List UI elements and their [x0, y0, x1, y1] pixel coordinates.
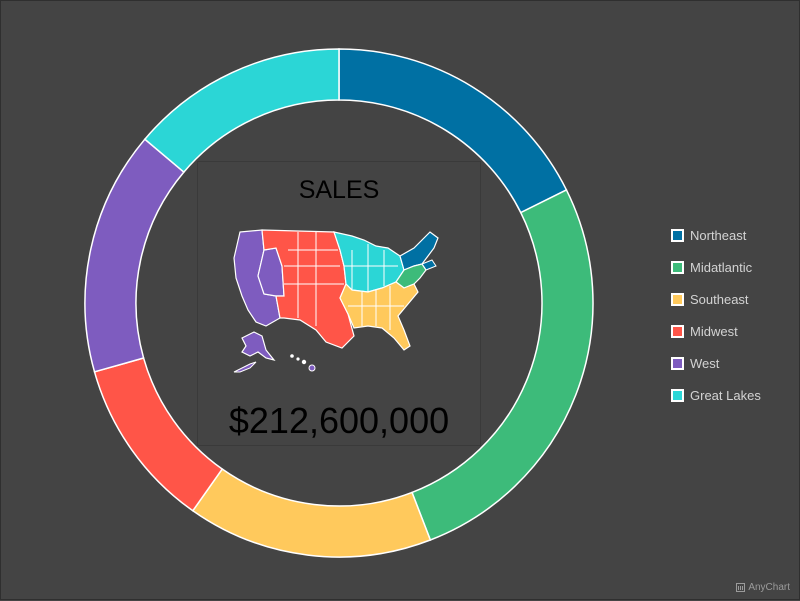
- legend-item-midwest[interactable]: Midwest: [671, 315, 791, 347]
- donut-slice-southeast[interactable]: [191, 467, 432, 558]
- map-hawaii-island-4: [308, 364, 316, 372]
- legend-label: West: [690, 355, 720, 371]
- legend-label: Midatlantic: [690, 259, 753, 275]
- map-hawaii-island-3: [301, 359, 307, 365]
- map-region-southeast-lines: [348, 286, 404, 330]
- map-hawaii-island-1: [290, 354, 294, 358]
- map-region-midwest-lines: [284, 232, 344, 326]
- legend-swatch: [671, 388, 684, 402]
- map-region-great-lakes-lines: [344, 244, 398, 292]
- legend-swatch: [671, 260, 684, 274]
- legend-label: Midwest: [690, 323, 738, 339]
- center-title: SALES: [298, 176, 380, 204]
- legend-swatch: [671, 228, 684, 242]
- legend: Northeast Midatlantic Southeast Midwest West…: [671, 219, 791, 411]
- donut-slice-great-lakes[interactable]: [143, 48, 340, 174]
- chart-logo-icon: [736, 583, 746, 592]
- legend-item-southeast[interactable]: Southeast: [671, 283, 791, 315]
- map-region-alaska-tail: [233, 361, 257, 373]
- legend-label: Great Lakes: [690, 387, 761, 403]
- legend-label: Northeast: [690, 227, 747, 243]
- map-region-southeast: [339, 281, 419, 351]
- legend-item-west[interactable]: West: [671, 347, 791, 379]
- legend-item-great-lakes[interactable]: Great Lakes: [671, 379, 791, 411]
- map-region-alaska: [241, 331, 276, 362]
- us-regions-map-icon: [233, 229, 439, 373]
- legend-label: Southeast: [690, 291, 749, 307]
- legend-swatch: [671, 356, 684, 370]
- center-label-panel: SALES $21: [197, 161, 481, 446]
- credits-label: AnyChart: [748, 582, 790, 593]
- center-value: $212,600,000: [228, 400, 450, 441]
- legend-item-northeast[interactable]: Northeast: [671, 219, 791, 251]
- credits[interactable]: AnyChart: [736, 582, 790, 593]
- legend-item-midatlantic[interactable]: Midatlantic: [671, 251, 791, 283]
- legend-swatch: [671, 324, 684, 338]
- legend-swatch: [671, 292, 684, 306]
- map-hawaii-island-2: [296, 357, 300, 361]
- donut-slice-west[interactable]: [84, 138, 185, 373]
